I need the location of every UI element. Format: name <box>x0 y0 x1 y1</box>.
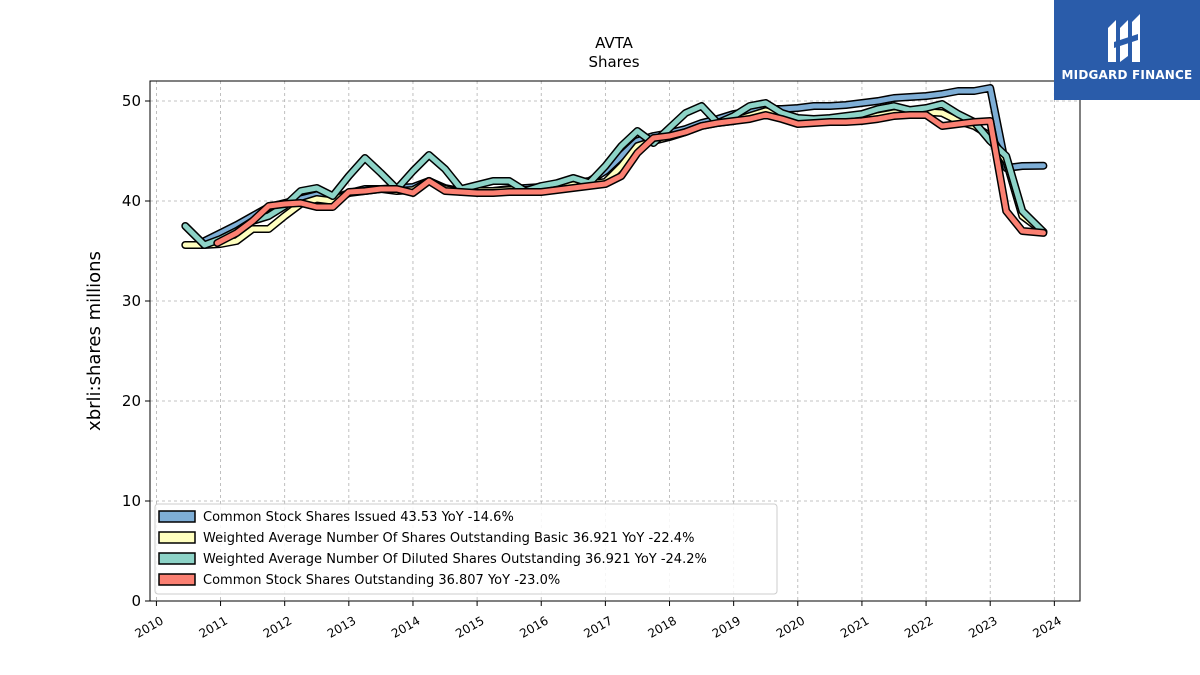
y-tick-label: 10 <box>122 492 141 510</box>
x-axis: 2010 2011 2012 2013 2014 2015 2016 2017 2018 2019… <box>132 601 1064 641</box>
x-tick-label: 2012 <box>261 613 294 640</box>
x-tick-label: 2024 <box>1030 613 1063 640</box>
y-tick-label: 0 <box>131 592 141 610</box>
series-layer <box>181 84 1048 249</box>
x-tick-label: 2015 <box>453 613 486 640</box>
plot-frame <box>149 80 1081 602</box>
y-tick-label: 20 <box>122 392 141 410</box>
x-tick-label: 2018 <box>646 613 679 640</box>
x-tick-label: 2010 <box>132 613 165 640</box>
x-tick-label: 2023 <box>966 613 999 640</box>
chart-title: AVTA <box>595 34 634 52</box>
y-tick-label: 50 <box>122 92 141 110</box>
x-tick-label: 2021 <box>838 613 871 640</box>
x-tick-label: 2011 <box>197 613 230 640</box>
x-tick-label: 2014 <box>389 613 422 640</box>
legend-swatch-3 <box>158 573 196 586</box>
x-tick-label: 2016 <box>517 613 550 640</box>
legend-label-0: Common Stock Shares Issued 43.53 YoY -14… <box>203 510 514 525</box>
x-tick-label: 2020 <box>774 613 807 640</box>
x-tick-label: 2019 <box>710 613 743 640</box>
x-tick-label: 2013 <box>325 613 358 640</box>
x-tick-label: 2017 <box>581 613 614 640</box>
y-axis-label: xbrli:shares millions <box>84 251 105 431</box>
midgard-finance-logo: MIDGARD FINANCE <box>1054 0 1200 100</box>
series-line-3 <box>214 112 1046 246</box>
series-line-2 <box>182 100 1046 248</box>
legend-swatch-2 <box>158 552 196 565</box>
y-tick-label: 40 <box>122 192 141 210</box>
legend-swatch-0 <box>158 510 196 523</box>
legend-swatch-1 <box>158 531 196 544</box>
legend: Common Stock Shares Issued 43.53 YoY -14… <box>154 503 778 595</box>
legend-label-1: Weighted Average Number Of Shares Outsta… <box>203 531 694 546</box>
x-tick-label: 2022 <box>902 613 935 640</box>
y-axis: 0 10 20 30 40 50 <box>122 92 150 610</box>
legend-label-2: Weighted Average Number Of Diluted Share… <box>203 552 707 567</box>
legend-label-3: Common Stock Shares Outstanding 36.807 Y… <box>203 573 560 588</box>
logo-text: MIDGARD FINANCE <box>1061 68 1193 82</box>
legend-box <box>154 503 778 595</box>
y-tick-label: 30 <box>122 292 141 310</box>
logo-mark-icon <box>1108 14 1140 62</box>
chart-subtitle: Shares <box>588 53 639 71</box>
